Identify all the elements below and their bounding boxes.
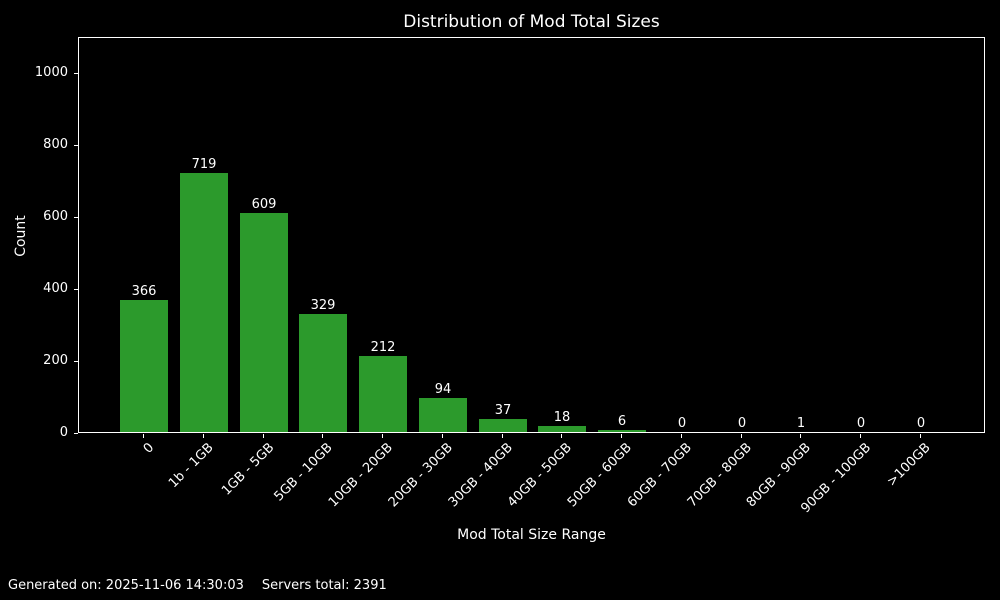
bar-value-label: 719 bbox=[191, 157, 217, 172]
x-tick-mark bbox=[681, 434, 682, 438]
bar-value-label: 37 bbox=[494, 403, 512, 418]
x-tick-mark bbox=[382, 434, 383, 438]
y-tick-mark bbox=[74, 145, 78, 146]
y-tick-mark bbox=[74, 217, 78, 218]
y-tick-mark bbox=[74, 361, 78, 362]
x-tick-label: >100GB bbox=[884, 440, 934, 490]
footer-generated-text: Generated on: 2025-11-06 14:30:03 bbox=[8, 578, 244, 593]
y-tick-label: 800 bbox=[43, 137, 68, 152]
bar bbox=[479, 419, 527, 432]
y-tick-mark bbox=[74, 433, 78, 434]
footer: Generated on: 2025-11-06 14:30:03 Servers… bbox=[8, 578, 387, 593]
bar bbox=[538, 426, 586, 432]
bar bbox=[598, 430, 646, 432]
bar bbox=[419, 398, 467, 432]
y-tick-label: 1000 bbox=[34, 65, 68, 80]
bar-value-label: 94 bbox=[434, 382, 452, 397]
bar-value-label: 609 bbox=[251, 197, 277, 212]
x-tick-mark bbox=[621, 434, 622, 438]
bar bbox=[240, 213, 288, 432]
bar-value-label: 0 bbox=[916, 416, 926, 431]
x-tick-label: 1b - 1GB bbox=[166, 440, 217, 492]
y-tick-mark bbox=[74, 289, 78, 290]
y-tick-label: 600 bbox=[43, 209, 68, 224]
bar bbox=[359, 356, 407, 432]
bar bbox=[299, 314, 347, 432]
bar-value-label: 18 bbox=[553, 410, 571, 425]
x-tick-label: 5GB - 10GB bbox=[271, 440, 336, 505]
y-tick-label: 0 bbox=[59, 425, 68, 440]
x-tick-mark bbox=[860, 434, 861, 438]
bar bbox=[180, 173, 228, 432]
bar-value-label: 0 bbox=[677, 416, 687, 431]
bar-value-label: 1 bbox=[796, 416, 806, 431]
x-tick-mark bbox=[143, 434, 144, 438]
chart-title: Distribution of Mod Total Sizes bbox=[403, 12, 660, 32]
x-axis-label: Mod Total Size Range bbox=[457, 527, 606, 543]
bar-value-label: 329 bbox=[310, 298, 336, 313]
y-tick-label: 400 bbox=[43, 281, 68, 296]
bar-value-label: 0 bbox=[737, 416, 747, 431]
y-tick-mark bbox=[74, 73, 78, 74]
x-tick-mark bbox=[203, 434, 204, 438]
x-tick-mark bbox=[442, 434, 443, 438]
x-tick-mark bbox=[561, 434, 562, 438]
bar-value-label: 212 bbox=[370, 340, 396, 355]
y-axis-label: Count bbox=[13, 215, 29, 257]
footer-servers-text: Servers total: 2391 bbox=[261, 578, 387, 593]
plot-area: 366 719 609 329 212 94 37 18 6 0 0 1 0 0 bbox=[78, 37, 985, 433]
bar-value-label: 0 bbox=[856, 416, 866, 431]
x-tick-mark bbox=[800, 434, 801, 438]
x-tick-label: 1GB - 5GB bbox=[218, 440, 277, 499]
x-tick-mark bbox=[322, 434, 323, 438]
x-tick-mark bbox=[263, 434, 264, 438]
x-tick-label: 0 bbox=[140, 440, 157, 457]
x-tick-mark bbox=[741, 434, 742, 438]
x-tick-mark bbox=[502, 434, 503, 438]
bar-value-label: 366 bbox=[131, 284, 157, 299]
y-tick-label: 200 bbox=[43, 353, 68, 368]
x-tick-mark bbox=[920, 434, 921, 438]
bar-value-label: 6 bbox=[617, 414, 627, 429]
bar bbox=[120, 300, 168, 432]
